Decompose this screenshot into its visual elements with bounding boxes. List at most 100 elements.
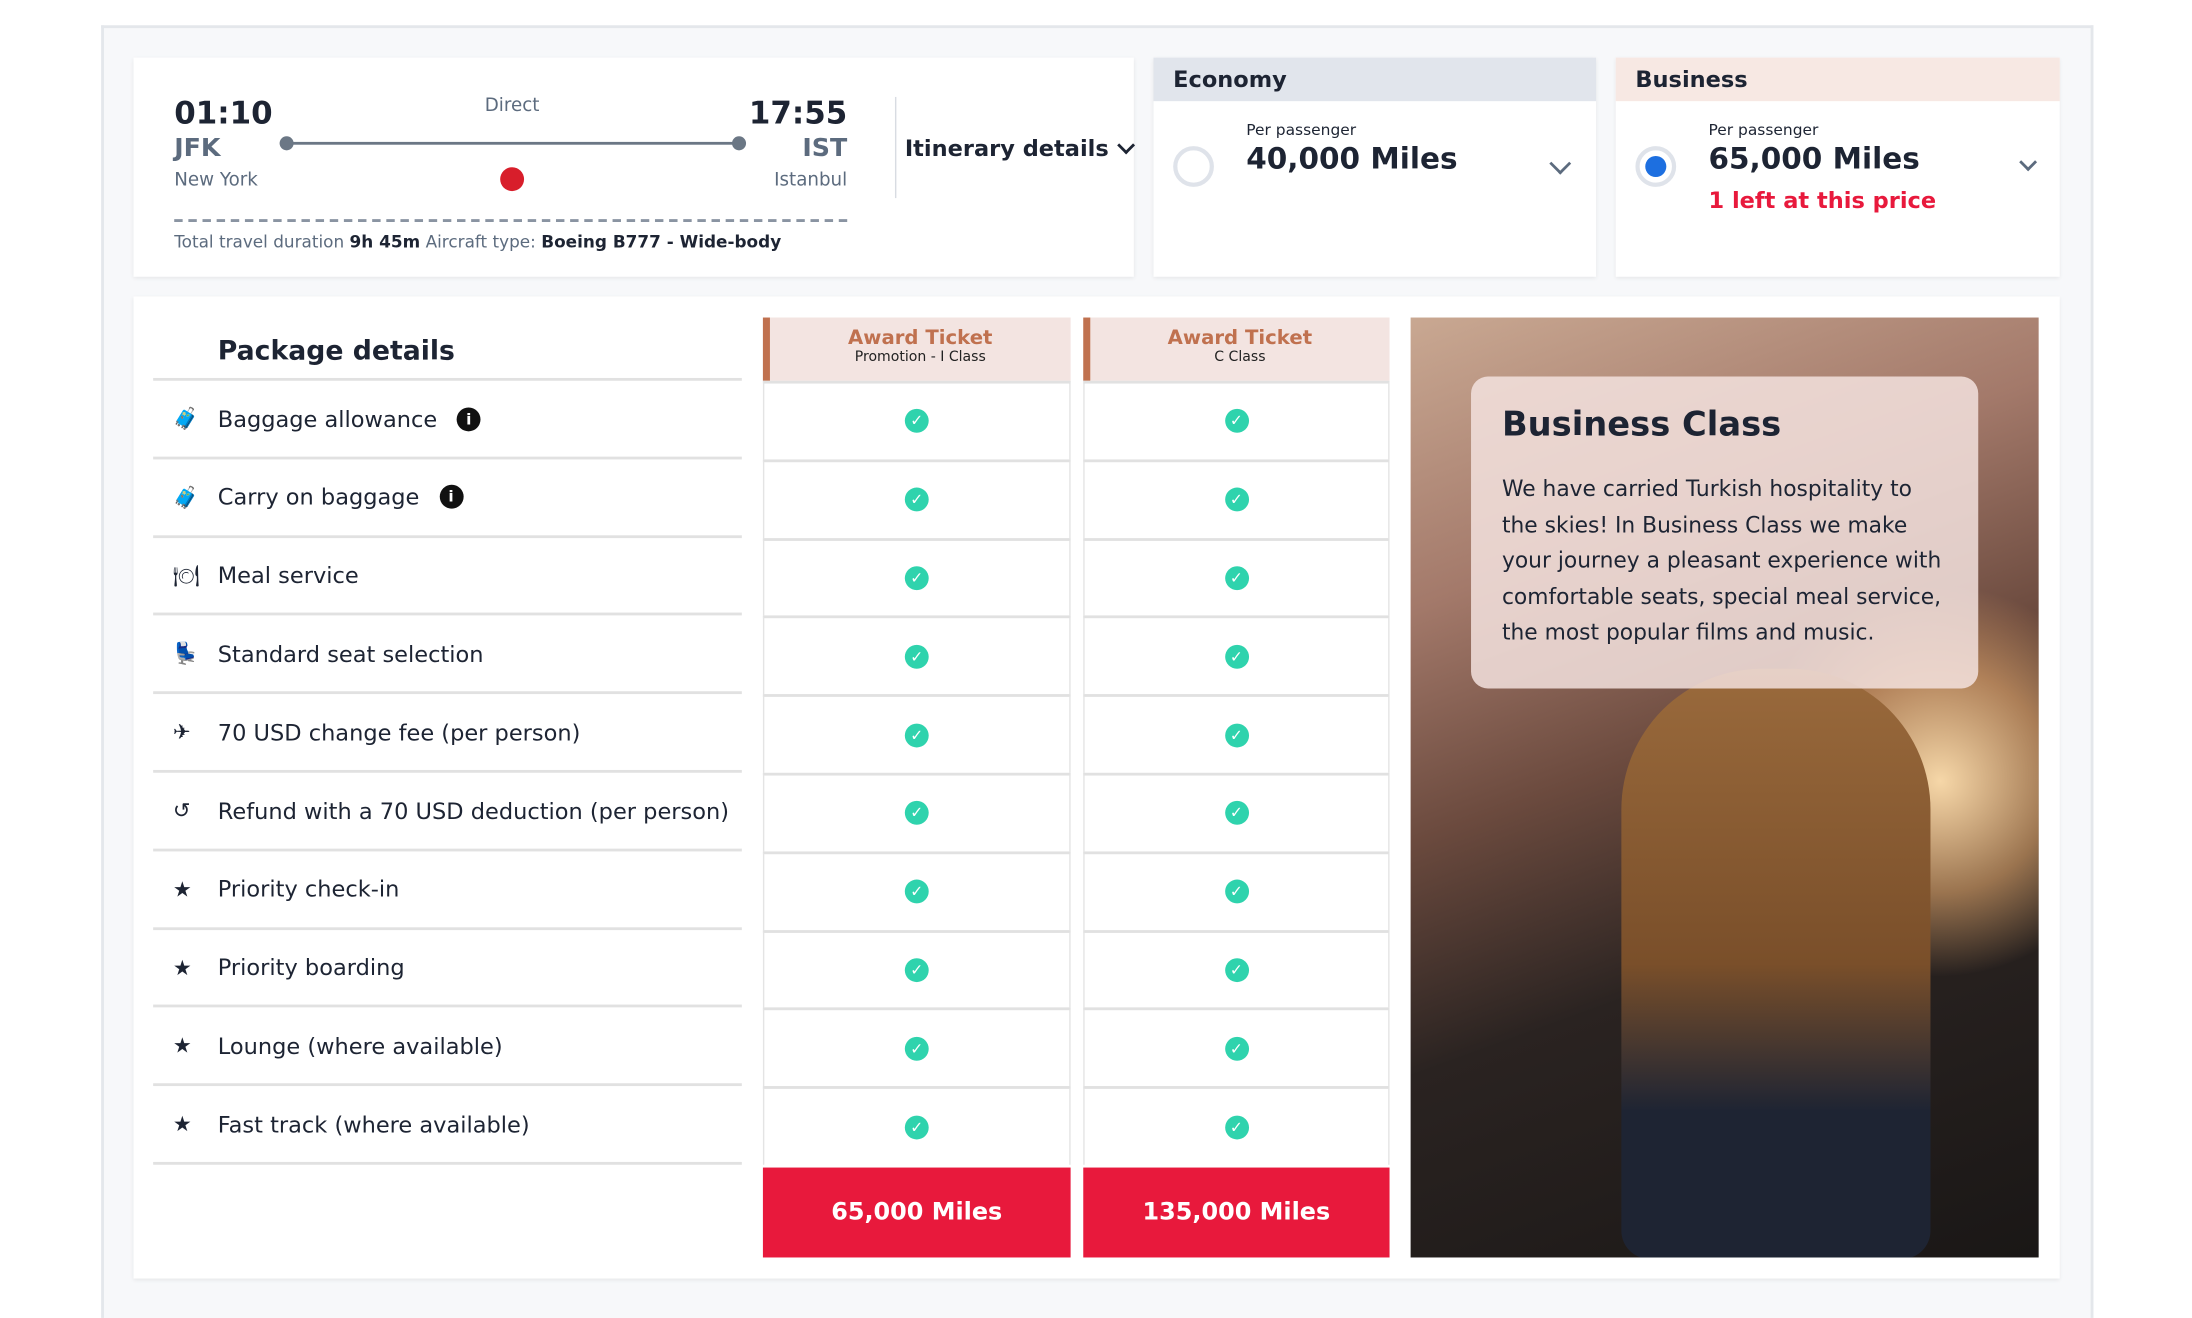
feature-cell: ✓: [762, 615, 1071, 695]
destination-dot: [732, 136, 747, 151]
fare-cabin-label: Economy: [1153, 57, 1597, 102]
feature-cell: ✓: [1083, 1007, 1390, 1087]
duration-label: Total travel duration: [174, 231, 345, 252]
column-subtitle: C Class: [1214, 349, 1266, 366]
feature-row: ★ Priority check-in: [153, 848, 742, 927]
arrival-city: Istanbul: [774, 170, 848, 192]
check-icon: ✓: [904, 409, 929, 434]
feature-row: ✈ 70 USD change fee (per person): [153, 691, 742, 771]
duration-value: 9h 45m: [349, 231, 421, 252]
feature-cell: ✓: [1083, 615, 1390, 695]
feature-row: 🍽 Meal service: [153, 534, 742, 614]
airline-logo-icon: [500, 167, 525, 192]
feature-cell: ✓: [762, 1086, 1071, 1165]
passenger-figure: [1621, 668, 1931, 1258]
feature-row: ★ Priority boarding: [153, 926, 742, 1006]
feature-row: 🧳 Carry on baggage i: [153, 456, 742, 535]
check-icon: ✓: [1224, 722, 1249, 747]
availability-note: 1 left at this price: [1708, 186, 1937, 214]
dashed-divider: [174, 219, 848, 222]
fare-business[interactable]: Business Per passenger 65,000 Miles 1 le…: [1615, 57, 2060, 277]
promo-overlay: Business Class We have carried Turkish h…: [1471, 376, 1979, 689]
column-title: Award Ticket: [1167, 327, 1313, 350]
check-icon: ✓: [904, 487, 929, 512]
package-column-promotion: Award Ticket Promotion - I Class ✓ ✓ ✓ ✓ ✓ ✓ ✓…: [762, 317, 1071, 1258]
route-line: [286, 141, 740, 145]
chevron-down-icon[interactable]: [2019, 153, 2038, 172]
package-column-c-class: Award Ticket C Class ✓ ✓ ✓ ✓ ✓ ✓ ✓ ✓ ✓ ✓ 135,000 …: [1083, 317, 1390, 1258]
check-icon: ✓: [904, 1036, 929, 1061]
feature-label: Baggage allowance: [217, 405, 438, 433]
feature-cell: ✓: [762, 380, 1071, 460]
check-icon: ✓: [904, 879, 929, 904]
check-icon: ✓: [1224, 644, 1249, 669]
arrival-time: 17:55: [748, 96, 848, 133]
feature-label: Priority check-in: [217, 875, 400, 903]
fare-economy[interactable]: Economy Per passenger 40,000 Miles: [1153, 57, 1597, 277]
check-icon: ✓: [1224, 1114, 1249, 1139]
column-title: Award Ticket: [848, 327, 993, 350]
check-icon: ✓: [1224, 1036, 1249, 1061]
itinerary-details-label: Itinerary details: [904, 134, 1109, 162]
per-passenger-label: Per passenger: [1708, 120, 1819, 140]
check-icon: ✓: [1224, 879, 1249, 904]
feature-label: Fast track (where available): [217, 1110, 530, 1138]
check-icon: ✓: [1224, 958, 1249, 983]
check-icon: ✓: [1224, 487, 1249, 512]
column-subtitle: Promotion - I Class: [854, 349, 986, 366]
select-price-button[interactable]: 65,000 Miles: [762, 1167, 1071, 1258]
row-divider: [153, 1161, 742, 1165]
star-icon: ★: [172, 876, 192, 902]
fare-miles: 40,000 Miles: [1246, 141, 1458, 176]
itinerary-details-toggle[interactable]: Itinerary details: [904, 134, 1136, 162]
feature-cell: ✓: [762, 1007, 1071, 1087]
feature-cell: ✓: [762, 537, 1071, 616]
feature-cell: ✓: [762, 929, 1071, 1008]
chevron-down-icon: [1117, 135, 1136, 154]
feature-cell: ✓: [1083, 1086, 1390, 1165]
info-icon[interactable]: i: [439, 485, 463, 510]
change-flight-icon: ✈: [172, 719, 191, 745]
seat-icon: 💺: [172, 641, 200, 667]
business-class-photo: Business Class We have carried Turkish h…: [1410, 317, 2039, 1258]
refund-icon: ↺: [172, 798, 191, 824]
fare-miles: 65,000 Miles: [1708, 141, 1920, 176]
feature-cell: ✓: [1083, 851, 1390, 930]
flight-meta: Total travel duration 9h 45m Aircraft ty…: [174, 232, 781, 252]
column-header: Award Ticket Promotion - I Class: [762, 317, 1071, 381]
check-icon: ✓: [1224, 566, 1249, 591]
star-icon: ★: [172, 1033, 192, 1059]
check-icon: ✓: [904, 958, 929, 983]
feature-row: ↺ Refund with a 70 USD deduction (per per…: [153, 769, 742, 849]
origin-dot: [279, 136, 294, 151]
feature-cell: ✓: [1083, 380, 1390, 460]
fare-cabin-label: Business: [1615, 57, 2060, 102]
departure-time: 01:10: [174, 96, 273, 133]
aircraft-label: Aircraft type:: [425, 231, 536, 252]
check-icon: ✓: [1224, 801, 1249, 826]
meal-icon: 🍽: [172, 562, 200, 589]
feature-label: 70 USD change fee (per person): [217, 718, 581, 746]
feature-cell: ✓: [1083, 772, 1390, 852]
chevron-down-icon[interactable]: [1549, 152, 1572, 175]
feature-cell: ✓: [1083, 694, 1390, 773]
feature-cell: ✓: [1083, 929, 1390, 1008]
economy-radio[interactable]: [1173, 146, 1214, 187]
feature-cell: ✓: [762, 694, 1071, 773]
feature-label: Priority boarding: [217, 954, 405, 981]
feature-cell: ✓: [1083, 459, 1390, 538]
feature-label: Refund with a 70 USD deduction (per pers…: [217, 797, 729, 825]
carry-on-icon: 🧳: [172, 484, 200, 510]
select-price-button[interactable]: 135,000 Miles: [1083, 1167, 1390, 1258]
feature-cell: ✓: [1083, 537, 1390, 616]
aircraft-value: Boeing B777 - Wide-body: [541, 231, 782, 252]
star-icon: ★: [172, 954, 192, 981]
flight-summary-card: 01:10 JFK New York Direct 17:55 IST Ista…: [133, 57, 1136, 277]
info-icon[interactable]: i: [456, 406, 481, 431]
feature-label: Standard seat selection: [217, 640, 484, 668]
per-passenger-label: Per passenger: [1246, 120, 1357, 140]
business-radio[interactable]: [1635, 146, 1677, 187]
departure-city: New York: [174, 170, 258, 192]
feature-label: Lounge (where available): [217, 1032, 503, 1060]
check-icon: ✓: [904, 1114, 929, 1139]
